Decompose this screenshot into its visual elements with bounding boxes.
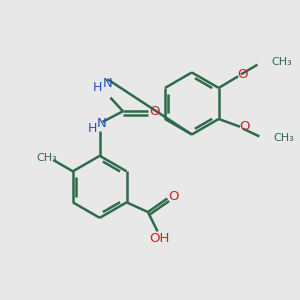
- Text: O: O: [240, 120, 250, 133]
- Text: OH: OH: [149, 232, 170, 245]
- Text: CH₃: CH₃: [36, 153, 57, 163]
- Text: O: O: [168, 190, 178, 203]
- Text: O: O: [150, 105, 160, 118]
- Text: CH₃: CH₃: [271, 57, 292, 67]
- Text: N: N: [97, 117, 106, 130]
- Text: CH₃: CH₃: [273, 134, 294, 143]
- Text: H: H: [87, 122, 97, 135]
- Text: N: N: [103, 76, 112, 90]
- Text: H: H: [93, 82, 103, 94]
- Text: O: O: [238, 68, 248, 81]
